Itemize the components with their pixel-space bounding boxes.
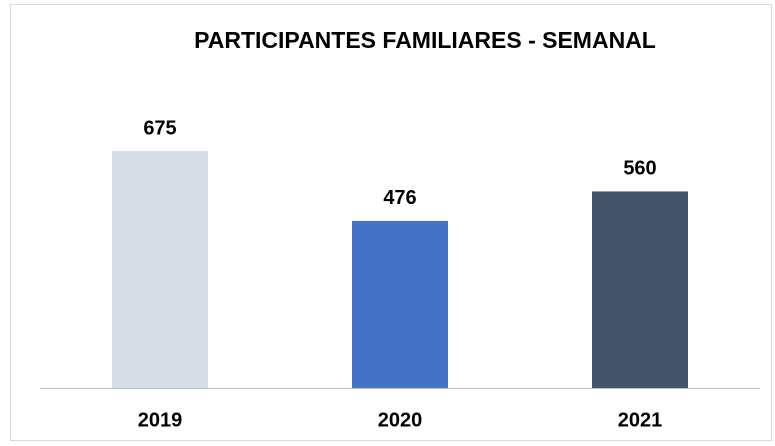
bar: [592, 191, 688, 388]
x-tick-label: 2020: [378, 409, 423, 431]
data-label: 560: [623, 158, 656, 180]
x-tick-label: 2021: [618, 409, 663, 431]
bar: [352, 220, 448, 388]
x-tick-label: 2019: [138, 409, 183, 431]
bar: [112, 151, 208, 388]
data-label: 476: [383, 187, 416, 209]
chart-title: PARTICIPANTES FAMILIARES - SEMANAL: [194, 27, 656, 53]
data-label: 675: [143, 117, 176, 139]
